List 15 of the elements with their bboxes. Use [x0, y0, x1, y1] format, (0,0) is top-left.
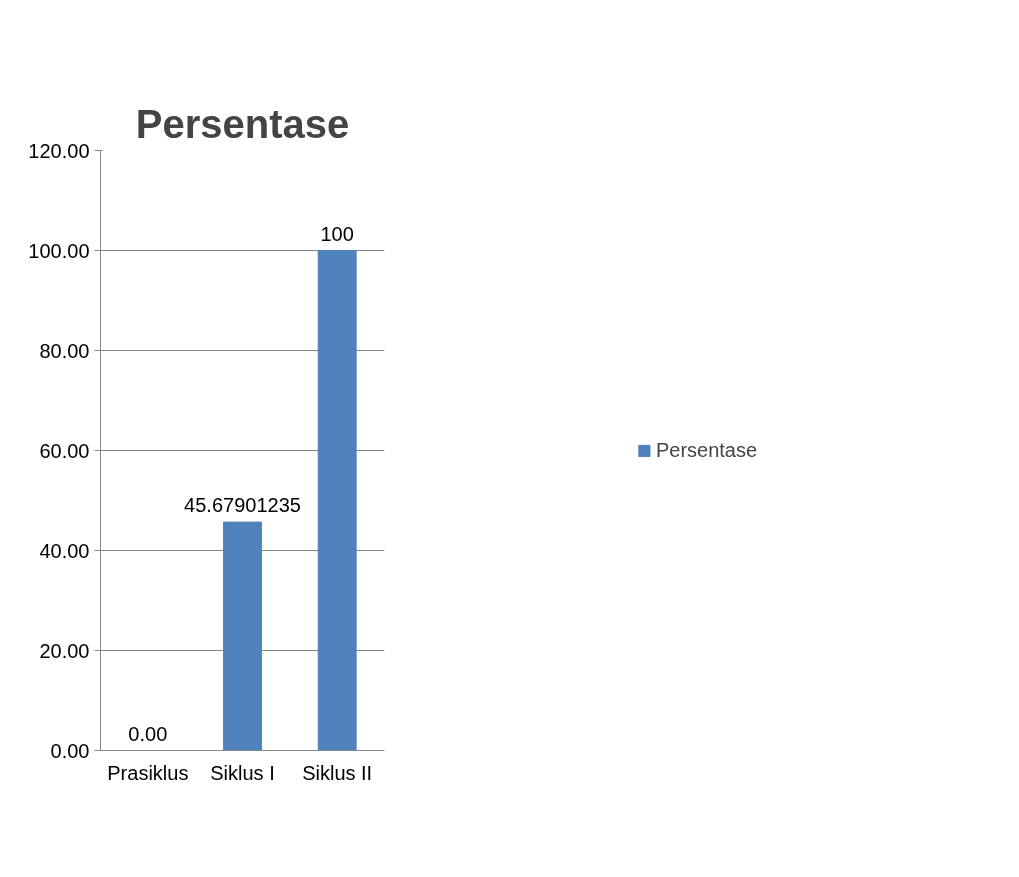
x-tick-label: Siklus II	[302, 761, 373, 784]
y-tick-label: 80.00	[39, 339, 90, 362]
data-label: 100	[320, 222, 354, 245]
x-tick-label: Siklus I	[210, 761, 275, 784]
data-label: 45.67901235	[184, 494, 301, 517]
y-tick-label: 40.00	[39, 539, 90, 562]
y-tick-label: 120.00	[28, 139, 90, 162]
chart-title: Persentase	[135, 101, 350, 146]
y-tick-label: 60.00	[39, 439, 90, 462]
x-tick-label: Prasiklus	[107, 761, 189, 784]
data-label: 0.00	[128, 722, 168, 745]
y-tick-label: 0.00	[50, 739, 90, 762]
legend-label: Persentase	[655, 438, 758, 462]
y-tick-label: 20.00	[39, 639, 90, 662]
y-tick-label: 100.00	[28, 239, 90, 262]
